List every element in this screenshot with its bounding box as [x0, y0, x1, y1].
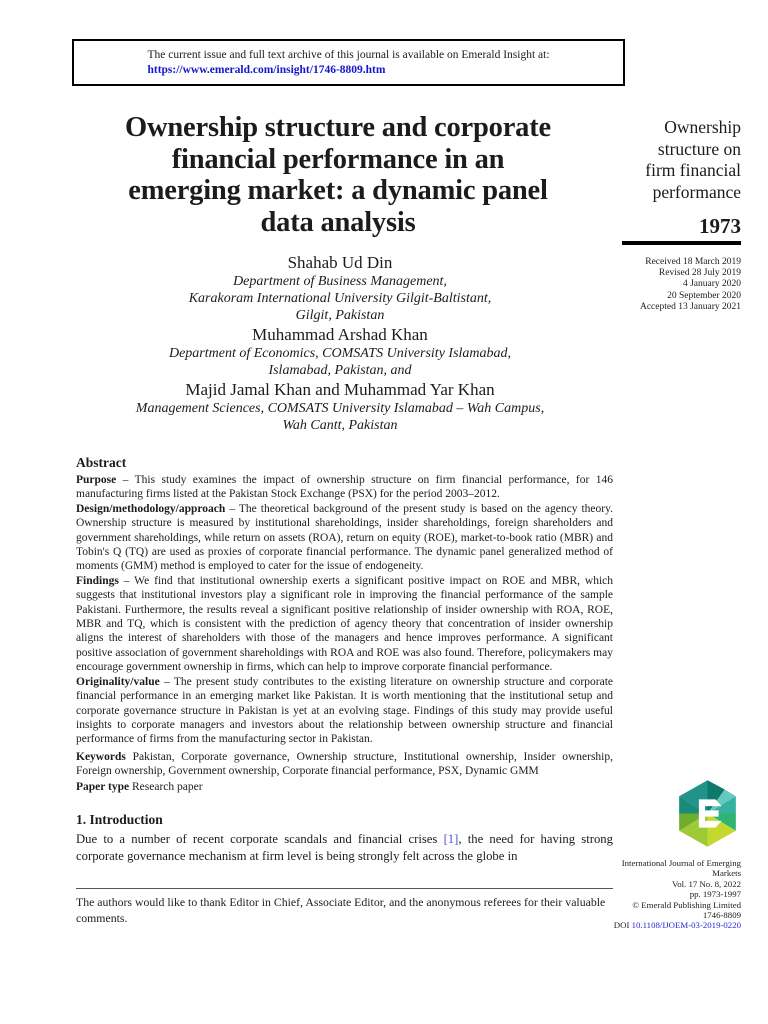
availability-notice-box: The current issue and full text archive …: [72, 39, 625, 86]
introduction-section: 1. Introduction Due to a number of recen…: [76, 812, 613, 864]
doi-link[interactable]: 10.1108/IJOEM-03-2019-0220: [631, 920, 741, 931]
doi-label: DOI: [613, 920, 632, 931]
emerald-logo: [674, 779, 741, 848]
purpose-label: Purpose: [76, 474, 117, 486]
originality-text: – The present study contributes to the e…: [76, 675, 613, 746]
authors-block: Shahab Ud Din Department of Business Man…: [64, 252, 616, 434]
journal-copyright: © Emerald Publishing Limited: [632, 899, 741, 910]
running-title-line-1: Ownership: [664, 117, 741, 137]
received-date: Received 18 March 2019: [645, 257, 741, 267]
abstract-purpose: Purpose – This study examines the impact…: [76, 473, 613, 502]
revised-date-3: 20 September 2020: [667, 290, 741, 301]
availability-notice-text: The current issue and full text archive …: [147, 49, 550, 61]
author-3-affiliation-line: Wah Cantt, Pakistan: [282, 418, 398, 433]
availability-notice: The current issue and full text archive …: [147, 48, 549, 77]
journal-name-line-2: Markets: [712, 868, 741, 879]
journal-pages: pp. 1973-1997: [689, 889, 741, 900]
article-title-line-4: data analysis: [260, 206, 416, 238]
purpose-text: – This study examines the impact of owne…: [76, 474, 613, 501]
abstract-design: Design/methodology/approach – The theore…: [76, 502, 613, 574]
citation-link-1[interactable]: [1]: [443, 832, 459, 846]
paper-type-block: Paper type Research paper: [76, 780, 613, 794]
acknowledgement-footnote: The authors would like to thank Editor i…: [76, 888, 613, 926]
revised-date-2: 4 January 2020: [682, 279, 741, 290]
abstract-heading: Abstract: [76, 455, 127, 470]
author-2-affiliation-line: Department of Economics, COMSATS Univers…: [168, 346, 512, 361]
page-number-rule: [622, 241, 741, 245]
originality-label: Originality/value: [76, 675, 160, 688]
running-title: Ownership structure on firm financial pe…: [620, 117, 741, 203]
paper-type-text: Research paper: [129, 780, 203, 793]
journal-imprint: International Journal of Emerging Market…: [590, 858, 741, 931]
journal-issn: 1746-8809: [702, 910, 741, 921]
emerald-logo-icon: [679, 780, 736, 847]
journal-archive-link[interactable]: https://www.emerald.com/insight/1746-880…: [147, 63, 386, 76]
author-1-affiliation-line: Karakoram International University Gilgi…: [188, 291, 492, 306]
article-title: Ownership structure and corporate financ…: [56, 112, 620, 238]
author-1-name: Shahab Ud Din: [287, 253, 393, 272]
running-title-line-4: performance: [652, 181, 741, 202]
abstract-findings: Findings – We find that institutional ow…: [76, 574, 613, 675]
design-text: – The theoretical background of the pres…: [76, 502, 613, 573]
author-3-name: Majid Jamal Khan and Muhammad Yar Khan: [185, 380, 495, 399]
keywords-text: Pakistan, Corporate governance, Ownershi…: [76, 750, 613, 778]
introduction-paragraph: Due to a number of recent corporate scan…: [76, 831, 613, 864]
author-2-name: Muhammad Arshad Khan: [252, 325, 428, 344]
findings-text: – We find that institutional ownership e…: [76, 574, 613, 674]
accepted-date: Accepted 13 January 2021: [639, 301, 741, 312]
journal-volume: Vol. 17 No. 8, 2022: [672, 878, 741, 889]
introduction-text-after-ref: , the need for having strong corporate g…: [76, 832, 613, 863]
author-1-affiliation-line: Department of Business Management,: [233, 274, 447, 289]
author-3-affiliation-line: Management Sciences, COMSATS University …: [135, 401, 545, 416]
journal-doi-line: DOI 10.1108/IJOEM-03-2019-0220: [590, 920, 741, 930]
running-title-line-2: structure on: [657, 138, 741, 159]
abstract-section: Abstract Purpose – This study examines t…: [76, 455, 613, 794]
introduction-heading: 1. Introduction: [76, 812, 163, 827]
author-1-affiliation-line: Gilgit, Pakistan: [295, 308, 385, 323]
design-label: Design/methodology/approach: [76, 502, 226, 515]
keywords-block: Keywords Pakistan, Corporate governance,…: [76, 750, 613, 779]
article-title-line-2: financial performance in an: [171, 143, 505, 175]
journal-name-line-1: International Journal of Emerging: [621, 858, 741, 868]
findings-label: Findings: [76, 574, 119, 587]
revised-date-1: Revised 28 July 2019: [658, 268, 741, 279]
page-number: 1973: [699, 214, 741, 238]
introduction-text-before-ref: Due to a number of recent corporate scan…: [76, 832, 444, 846]
acknowledgement-text: The authors would like to thank Editor i…: [76, 895, 606, 925]
author-2-affiliation-line: Islamabad, Pakistan, and: [268, 363, 412, 378]
article-history: Received 18 March 2019 Revised 28 July 2…: [590, 257, 741, 313]
running-title-line-3: firm financial: [645, 160, 741, 180]
paper-type-label: Paper type: [76, 780, 130, 793]
keywords-label: Keywords: [76, 750, 126, 763]
abstract-originality: Originality/value – The present study co…: [76, 675, 613, 747]
article-title-line-1: Ownership structure and corporate: [125, 112, 551, 143]
article-title-line-3: emerging market: a dynamic panel: [128, 175, 548, 206]
